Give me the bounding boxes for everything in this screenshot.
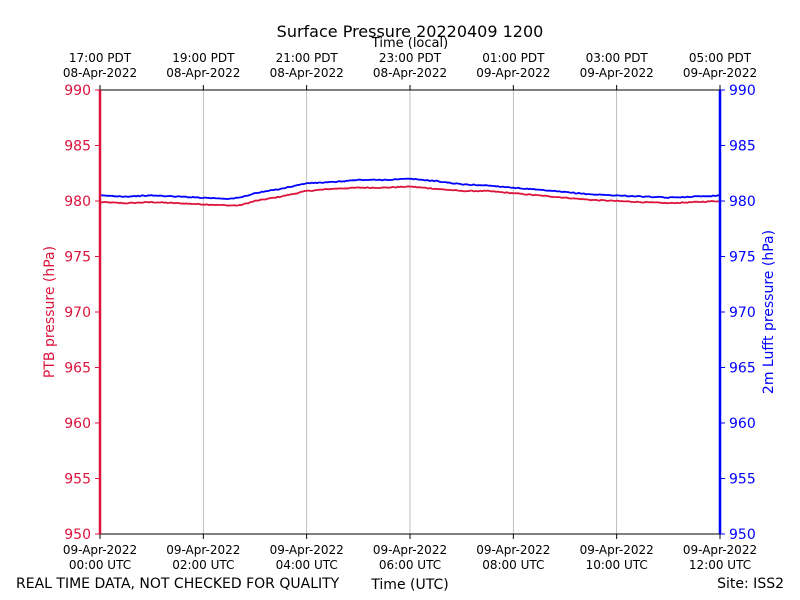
- left-y-tick-label: 950: [64, 527, 91, 543]
- top-tick-date-label: 09-Apr-2022: [476, 66, 550, 80]
- top-tick-time-label: 23:00 PDT: [379, 51, 442, 65]
- right-y-ticks: 950 955 960 965 970 975 980 985 990: [720, 83, 756, 543]
- x-tick-date-label: 09-Apr-2022: [580, 543, 654, 557]
- lufft-pressure-line: [99, 177, 721, 201]
- top-tick-time-label: 19:00 PDT: [172, 51, 235, 65]
- site-label: Site: ISS2: [717, 576, 784, 592]
- top-tick-time-label: 21:00 PDT: [276, 51, 339, 65]
- top-tick-time-label: 17:00 PDT: [69, 51, 132, 65]
- top-tick-time-label: 03:00 PDT: [586, 51, 649, 65]
- quality-note: REAL TIME DATA, NOT CHECKED FOR QUALITY: [16, 576, 340, 592]
- left-y-tick-label: 980: [64, 194, 91, 210]
- top-tick-date-label: 09-Apr-2022: [580, 66, 654, 80]
- right-y-tick-label: 990: [729, 83, 756, 99]
- top-tick-date-label: 08-Apr-2022: [270, 66, 344, 80]
- x-tick-time-label: 10:00 UTC: [586, 558, 648, 572]
- x-tick-time-label: 00:00 UTC: [69, 558, 131, 572]
- right-y-tick-label: 985: [729, 139, 756, 155]
- left-y-axis-label: PTB pressure (hPa): [42, 246, 58, 378]
- ptb-pressure-line: [99, 185, 721, 207]
- top-tick-time-label: 01:00 PDT: [482, 51, 545, 65]
- left-y-tick-label: 960: [64, 416, 91, 432]
- x-tick-time-label: 12:00 UTC: [689, 558, 751, 572]
- top-tick-date-label: 08-Apr-2022: [373, 66, 447, 80]
- top-tick-date-label: 08-Apr-2022: [63, 66, 137, 80]
- top-tick-time-label: 05:00 PDT: [689, 51, 752, 65]
- right-y-axis-label: 2m Lufft pressure (hPa): [761, 230, 777, 394]
- chart-title: Surface Pressure 20220409 1200: [277, 22, 544, 41]
- x-tick-time-label: 04:00 UTC: [276, 558, 338, 572]
- x-tick-date-label: 09-Apr-2022: [373, 543, 447, 557]
- top-tick-date-label: 09-Apr-2022: [683, 66, 757, 80]
- right-y-tick-label: 965: [729, 361, 756, 377]
- grid-lines: [202, 90, 618, 534]
- bottom-x-axis-label: Time (UTC): [370, 577, 448, 593]
- x-tick-time-label: 06:00 UTC: [379, 558, 441, 572]
- top-tick-date-label: 08-Apr-2022: [166, 66, 240, 80]
- x-tick-time-label: 02:00 UTC: [172, 558, 234, 572]
- right-y-tick-label: 980: [729, 194, 756, 210]
- right-y-tick-label: 950: [729, 527, 756, 543]
- x-tick-date-label: 09-Apr-2022: [476, 543, 550, 557]
- left-y-tick-label: 990: [64, 83, 91, 99]
- right-y-tick-label: 975: [729, 250, 756, 266]
- left-y-tick-label: 975: [64, 250, 91, 266]
- left-y-ticks: 950 955 960 965 970 975 980 985 990: [64, 83, 100, 543]
- right-y-tick-label: 955: [729, 472, 756, 488]
- x-tick-date-label: 09-Apr-2022: [166, 543, 240, 557]
- left-y-tick-label: 970: [64, 305, 91, 321]
- left-y-tick-label: 965: [64, 361, 91, 377]
- series-layer: [99, 177, 721, 207]
- left-y-tick-label: 985: [64, 139, 91, 155]
- x-tick-date-label: 09-Apr-2022: [683, 543, 757, 557]
- right-y-tick-label: 970: [729, 305, 756, 321]
- x-tick-time-label: 08:00 UTC: [482, 558, 544, 572]
- x-tick-date-label: 09-Apr-2022: [270, 543, 344, 557]
- top-axis-label: Time (local): [371, 36, 448, 51]
- right-y-tick-label: 960: [729, 416, 756, 432]
- x-tick-date-label: 09-Apr-2022: [63, 543, 137, 557]
- left-y-tick-label: 955: [64, 472, 91, 488]
